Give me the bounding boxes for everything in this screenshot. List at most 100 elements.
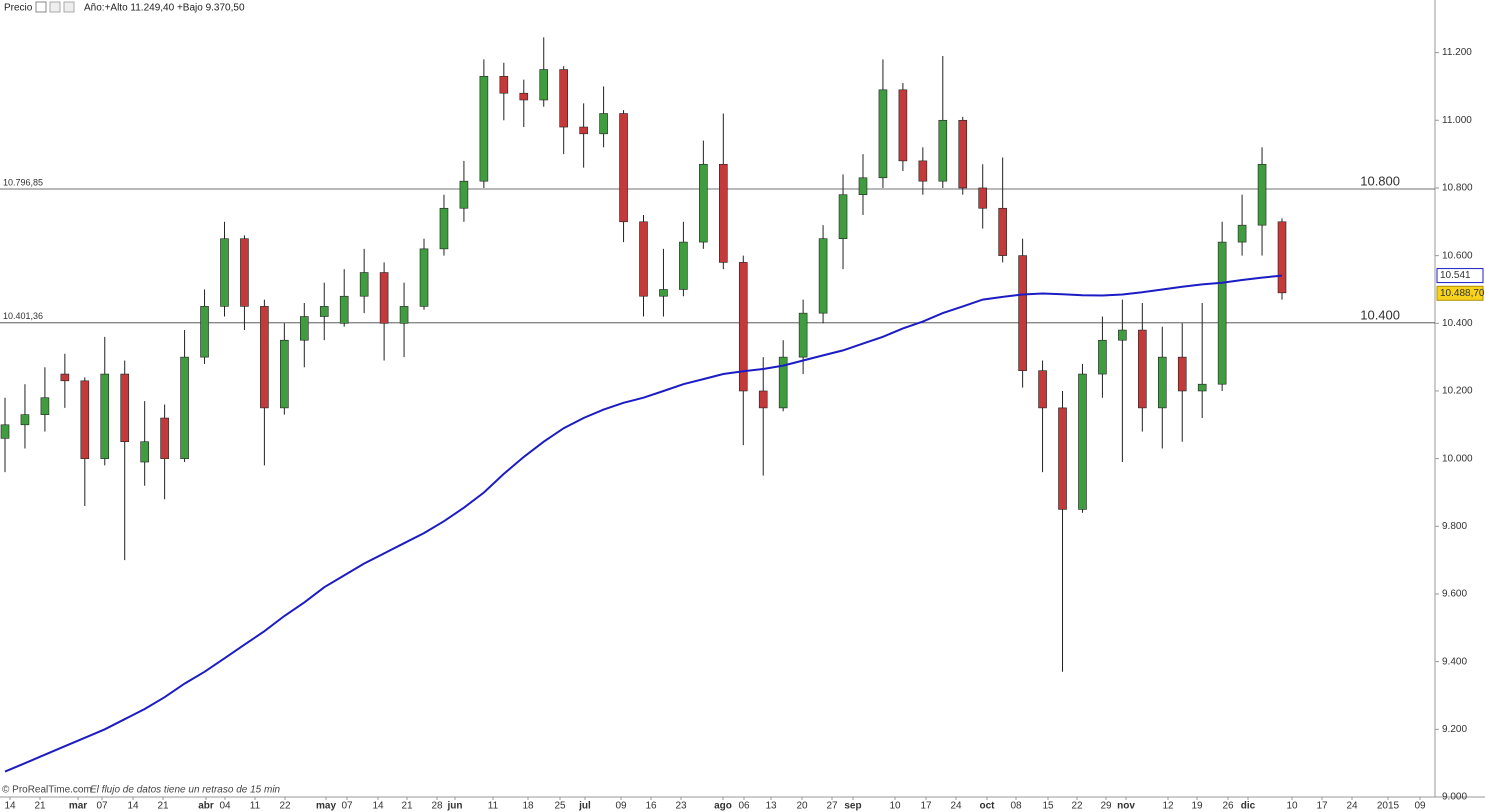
candle-body bbox=[379, 272, 389, 324]
x-tick-label: 27 bbox=[826, 801, 838, 812]
x-tick-label: abr bbox=[198, 801, 214, 812]
candle-body bbox=[679, 241, 688, 290]
candle-body bbox=[619, 113, 628, 223]
x-tick-label: 17 bbox=[920, 801, 932, 812]
x-tick-label: 11 bbox=[488, 801, 499, 812]
x-tick-label: 24 bbox=[1346, 801, 1358, 812]
candle-body bbox=[878, 89, 888, 179]
x-tick-label: mar bbox=[69, 801, 87, 812]
x-tick-label: 07 bbox=[96, 801, 108, 812]
axis-marker bbox=[1436, 285, 1484, 301]
candle-body bbox=[579, 126, 588, 135]
y-tick-label: 10.000 bbox=[1442, 453, 1473, 464]
x-tick-label: 22 bbox=[279, 801, 291, 812]
candle-body bbox=[0, 424, 10, 439]
x-tick-label: 21 bbox=[34, 801, 46, 812]
candle-body bbox=[1277, 221, 1287, 294]
candle-body bbox=[699, 163, 708, 243]
x-tick-label: 10 bbox=[1286, 801, 1298, 812]
candle-body bbox=[1257, 163, 1267, 226]
candle-body bbox=[399, 306, 409, 324]
x-tick-label: 29 bbox=[1100, 801, 1112, 812]
moving-average bbox=[4, 274, 1283, 773]
candle-body bbox=[499, 75, 509, 94]
candle-body bbox=[818, 238, 828, 314]
candle-body bbox=[339, 295, 349, 324]
candle-body bbox=[359, 272, 369, 297]
candle-body bbox=[299, 316, 309, 341]
y-tick-label: 11.200 bbox=[1442, 47, 1472, 58]
x-tick-label: 17 bbox=[1316, 801, 1328, 812]
candle-body bbox=[1157, 356, 1167, 409]
y-tick-label: 9.600 bbox=[1442, 589, 1467, 600]
x-tick-label: ago bbox=[714, 801, 732, 812]
candle-body bbox=[419, 248, 429, 307]
candle-body bbox=[639, 221, 648, 297]
x-tick-label: 24 bbox=[950, 801, 962, 812]
candle-body bbox=[1217, 241, 1227, 385]
candle-body bbox=[100, 373, 110, 459]
candle-body bbox=[978, 187, 988, 209]
x-tick-label: 14 bbox=[127, 801, 139, 812]
candle-body bbox=[958, 119, 968, 189]
x-tick-label: 28 bbox=[431, 801, 443, 812]
y-tick-label: 10.800 bbox=[1442, 183, 1473, 194]
candle-body bbox=[798, 312, 808, 358]
x-tick-label: 12 bbox=[1162, 801, 1174, 812]
y-tick-label: 10.200 bbox=[1442, 386, 1473, 397]
x-tick-label: 06 bbox=[738, 801, 750, 812]
candle-body bbox=[120, 373, 130, 443]
candle-body bbox=[738, 262, 748, 392]
x-tick-label: nov bbox=[1117, 801, 1135, 812]
candle-body bbox=[160, 417, 169, 459]
candle-body bbox=[758, 390, 768, 409]
candle-body bbox=[459, 180, 469, 209]
candle-body bbox=[220, 238, 229, 307]
x-tick-label: dic bbox=[1241, 801, 1256, 812]
candle-body bbox=[1078, 373, 1087, 510]
candle-body bbox=[439, 207, 449, 250]
x-tick-label: 21 bbox=[157, 801, 169, 812]
x-tick-label: 09 bbox=[615, 801, 627, 812]
x-tick-label: 11 bbox=[250, 801, 261, 812]
y-tick-label: 9.000 bbox=[1442, 792, 1467, 803]
x-tick-label: 07 bbox=[341, 801, 353, 812]
x-tick-label: sep bbox=[844, 801, 861, 812]
axis-marker-label: 10.488,70 bbox=[1440, 288, 1485, 299]
candle-body bbox=[80, 380, 90, 459]
y-tick-label: 11.000 bbox=[1442, 115, 1472, 126]
x-tick-label: 10 bbox=[889, 801, 901, 812]
candle-body bbox=[1058, 407, 1067, 510]
candle-body bbox=[1177, 356, 1187, 392]
x-tick-label: 13 bbox=[765, 801, 777, 812]
x-tick-label: 09 bbox=[1414, 801, 1426, 812]
footer-note: El flujo de datos tiene un retraso de 15… bbox=[90, 785, 281, 796]
candle-body bbox=[539, 69, 549, 101]
x-tick-label: 23 bbox=[675, 801, 687, 812]
candle-body bbox=[599, 113, 608, 135]
candle-body bbox=[60, 373, 70, 382]
candle-body bbox=[180, 356, 189, 459]
candle-body bbox=[319, 306, 329, 317]
candle-body bbox=[938, 119, 948, 182]
candle-body bbox=[659, 289, 668, 297]
candle-body bbox=[1098, 339, 1107, 375]
x-tick-label: 04 bbox=[219, 801, 231, 812]
candle-body bbox=[998, 207, 1007, 256]
level-label: 10.796,85 bbox=[3, 177, 43, 187]
x-tick-label: may bbox=[316, 801, 336, 812]
level-tag: 10.400 bbox=[1360, 307, 1400, 322]
candle-body bbox=[918, 160, 928, 182]
candle-body bbox=[898, 89, 908, 162]
x-tick-label: 14 bbox=[372, 801, 384, 812]
candle-body bbox=[719, 163, 728, 263]
candle-body bbox=[280, 339, 289, 409]
x-tick-label: 18 bbox=[522, 801, 534, 812]
y-tick-label: 9.200 bbox=[1442, 724, 1467, 735]
candle-body bbox=[519, 92, 529, 101]
y-tick-label: 9.800 bbox=[1442, 521, 1467, 532]
y-tick-label: 10.400 bbox=[1442, 318, 1473, 329]
candle-body bbox=[778, 356, 788, 409]
x-tick-label: jun bbox=[447, 801, 463, 812]
